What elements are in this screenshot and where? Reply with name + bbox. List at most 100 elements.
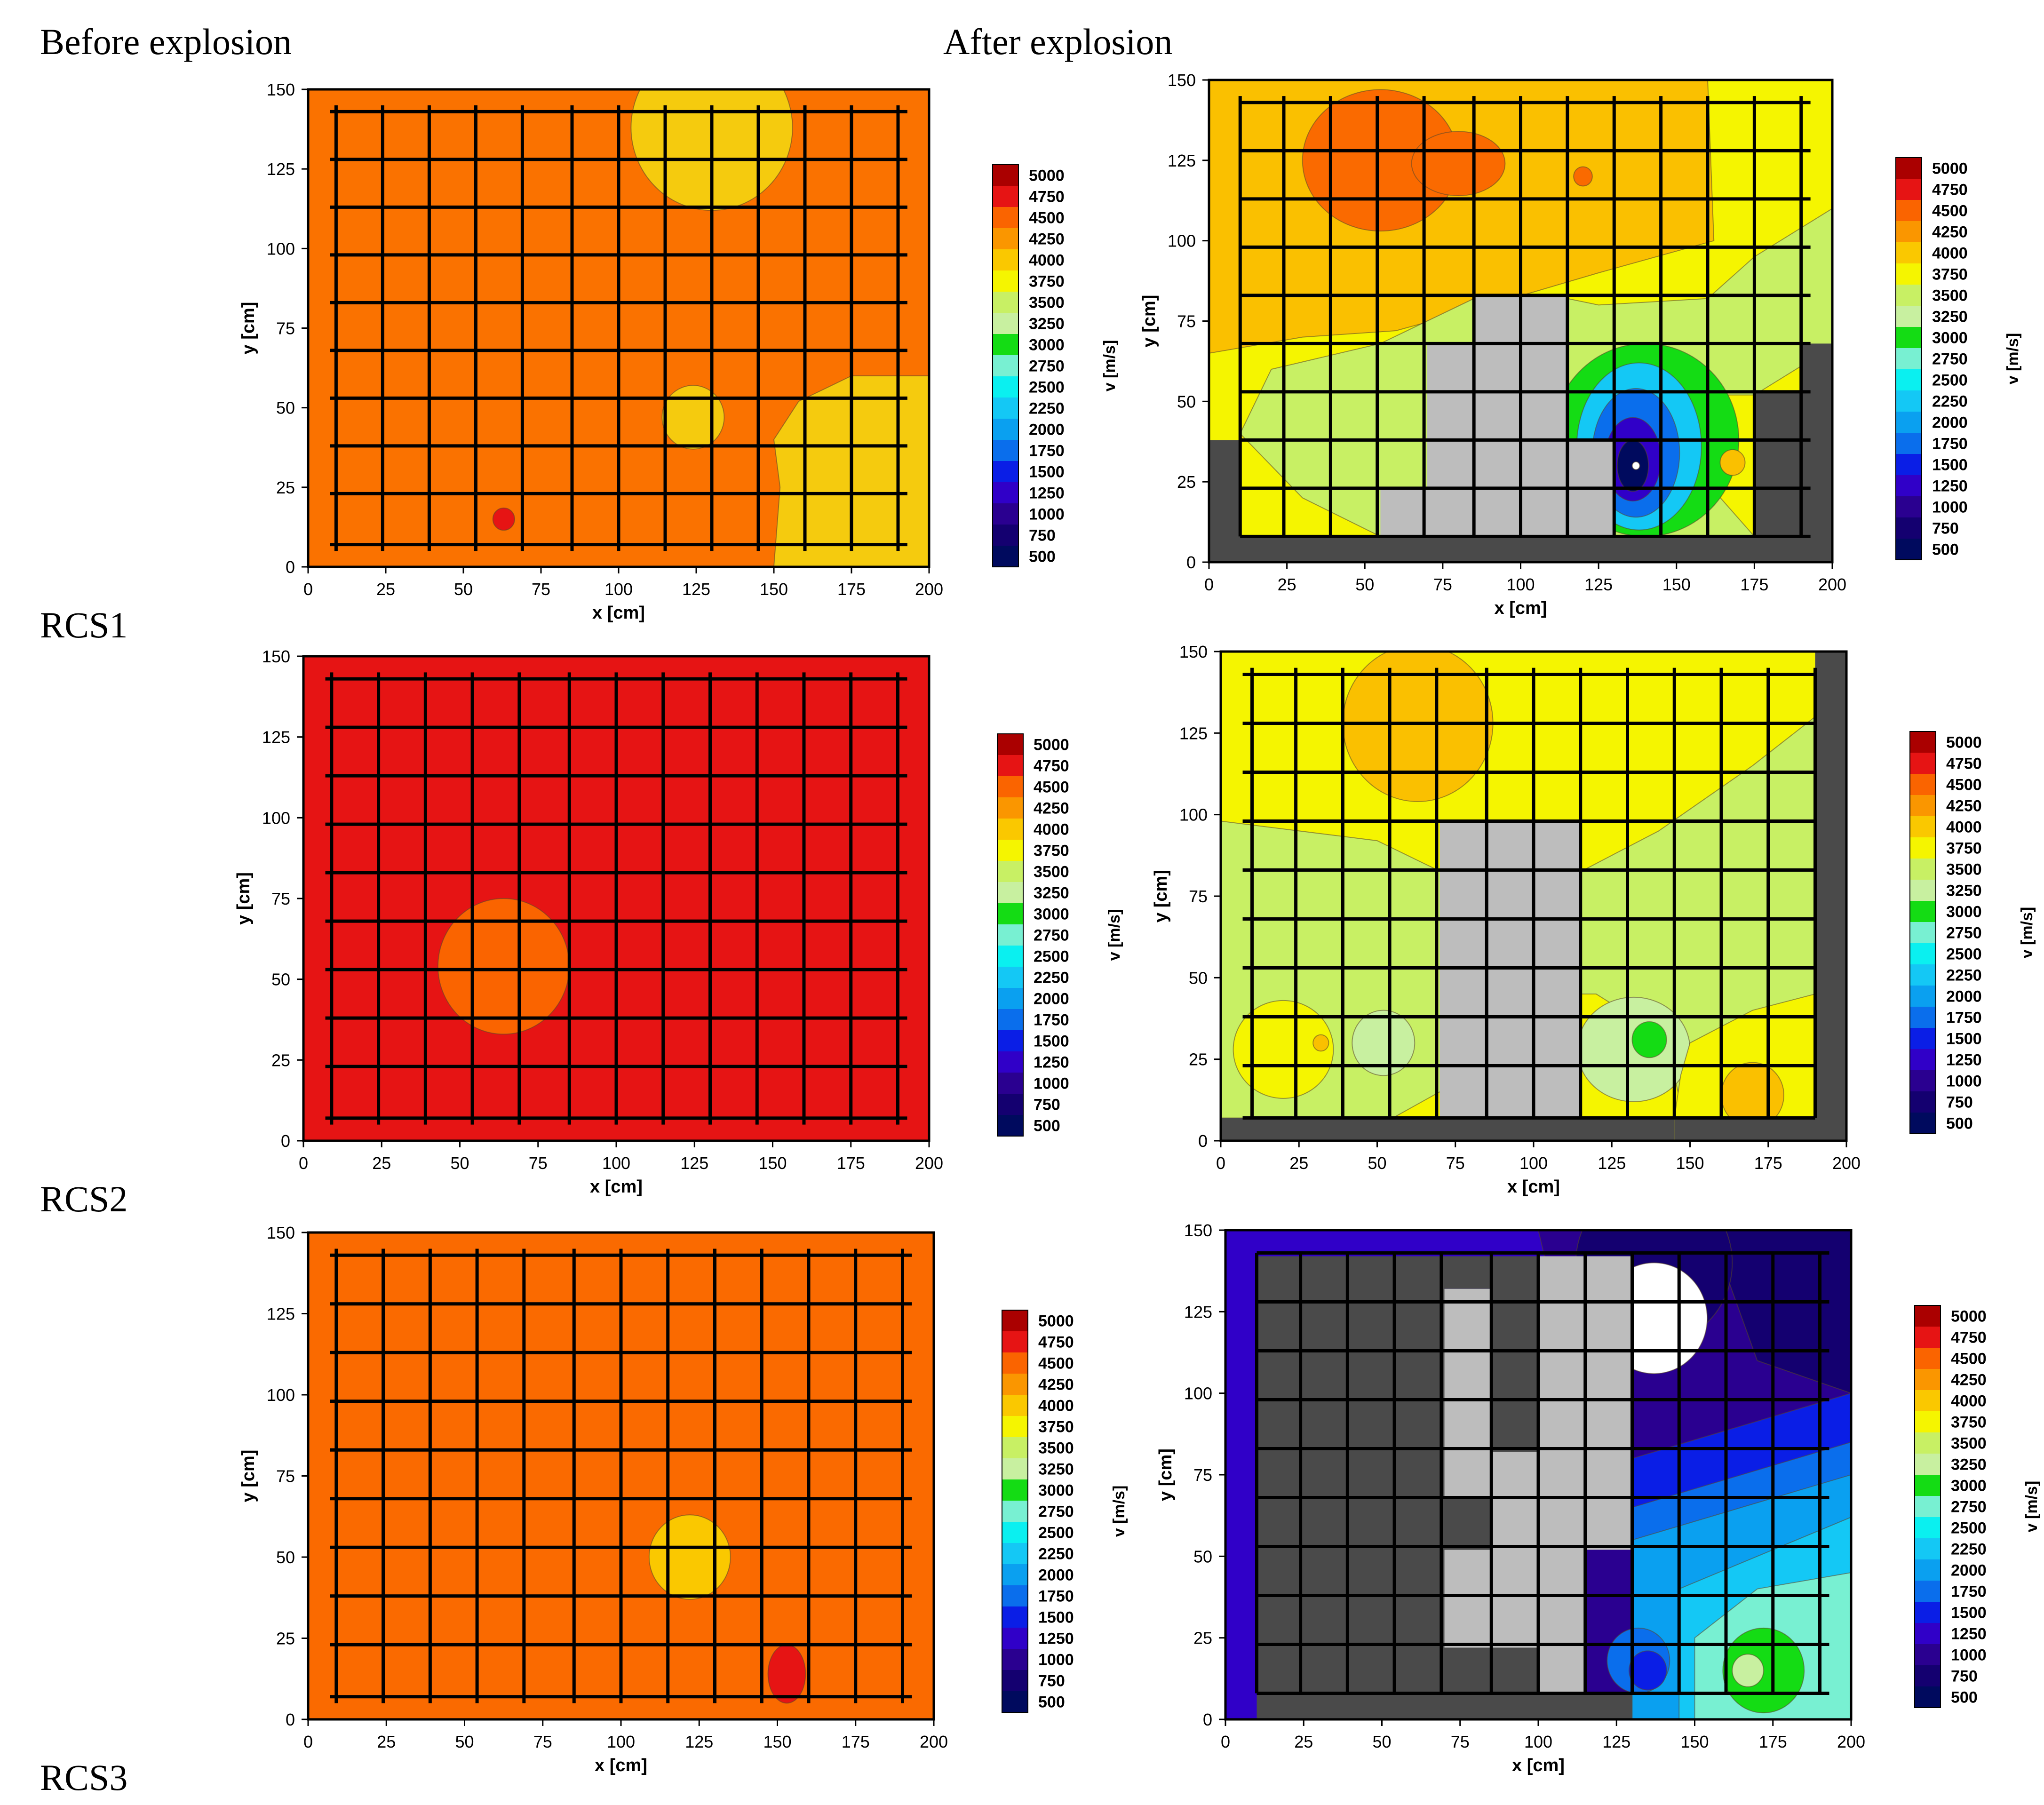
colorbar-swatch [993, 334, 1018, 355]
colorbar-swatch [1002, 1416, 1028, 1437]
colorbar-swatch [1896, 454, 1922, 475]
colorbar-swatch [1896, 348, 1922, 369]
colorbar-swatch [1915, 1517, 1941, 1538]
colorbar-swatch [997, 946, 1023, 967]
colorbar-swatch [1002, 1352, 1028, 1374]
x-tick-label: 200 [1837, 1732, 1865, 1751]
colorbar-swatch [993, 376, 1018, 398]
colorbar-level-label: 1000 [1034, 1075, 1069, 1093]
colorbar-swatch [1002, 1585, 1028, 1606]
colorbar-swatch [1910, 964, 1936, 986]
x-tick-label: 0 [303, 580, 313, 599]
chart-panel-6: 0 25 50 75 100 125 150 175 2000255075100125150x … [1156, 1221, 2041, 1775]
x-tick-label: 150 [1662, 575, 1691, 594]
colorbar-level-label: 3500 [1029, 294, 1065, 312]
colorbar-level-label: 750 [1946, 1094, 1973, 1112]
colorbar-level-label: 3250 [1038, 1461, 1074, 1479]
colorbar-level-label: 500 [1029, 548, 1056, 566]
colorbar-level-label: 4750 [1951, 1329, 1987, 1347]
plot-area [303, 656, 929, 1141]
colorbar-swatch [1002, 1458, 1028, 1479]
colorbar-level-label: 750 [1932, 520, 1959, 538]
colorbar-level-label: 2500 [1029, 379, 1065, 397]
colorbar-level-label: 1000 [1951, 1646, 1987, 1664]
colorbar-level-label: 750 [1038, 1672, 1065, 1690]
x-tick-label: 75 [533, 1732, 552, 1751]
colorbar: 500 750 1000 1250 1500 1750 2000 2250 2500 2750 30… [1895, 157, 2022, 560]
colorbar-level-label: 1500 [1951, 1604, 1987, 1622]
colorbar-level-label: 4500 [1932, 202, 1968, 220]
colorbar-level-label: 2250 [1029, 400, 1065, 418]
colorbar-level-label: 4250 [1932, 223, 1968, 241]
colorbar-frame [997, 733, 1024, 1137]
y-tick-label: 0 [1186, 553, 1196, 572]
colorbar-level-label: 5000 [1034, 736, 1069, 754]
colorbar-swatch [1910, 880, 1936, 901]
colorbar-swatch [997, 819, 1023, 840]
colorbar-level-label: 2750 [1034, 927, 1069, 945]
colorbar-level-label: 1750 [1038, 1588, 1074, 1606]
colorbar-level-label: 5000 [1932, 160, 1968, 178]
colorbar-level-label: 4250 [1029, 231, 1065, 248]
colorbar-swatch [993, 228, 1018, 249]
colorbar-level-label: 2000 [1038, 1566, 1074, 1584]
colorbar-swatch [1910, 943, 1936, 964]
contour-region [1352, 1010, 1416, 1076]
y-tick-label: 75 [1189, 887, 1208, 906]
x-tick-label: 200 [915, 1153, 943, 1173]
colorbar-swatch [1002, 1437, 1028, 1458]
colorbar-level-label: 3750 [1038, 1418, 1074, 1436]
colorbar-swatch [1915, 1538, 1941, 1559]
colorbar-level-label: 1250 [1034, 1054, 1069, 1072]
colorbar-level-label: 1500 [1038, 1609, 1074, 1627]
x-tick-label: 100 [1519, 1153, 1548, 1173]
colorbar-level-label: 500 [1038, 1694, 1065, 1711]
contour-region [1719, 449, 1746, 476]
colorbar-swatch [1915, 1686, 1941, 1708]
colorbar: 500 750 1000 1250 1500 1750 2000 2250 2500 2750 30… [1914, 1305, 2041, 1708]
x-tick-label: 25 [1294, 1732, 1313, 1751]
contour-region [648, 1514, 731, 1600]
colorbar-level-label: 3750 [1946, 840, 1982, 858]
x-tick-label: 75 [532, 580, 550, 599]
y-tick-label: 0 [286, 557, 295, 577]
y-tick-label: 50 [1177, 392, 1196, 411]
colorbar-swatch [1896, 539, 1922, 560]
colorbar-level-label: 750 [1029, 527, 1056, 545]
colorbar-level-label: 1500 [1946, 1030, 1982, 1048]
colorbar-level-label: 4500 [1038, 1355, 1074, 1373]
y-tick-label: 150 [262, 647, 290, 666]
y-tick-label: 0 [281, 1131, 290, 1151]
void-region [1491, 1256, 1538, 1452]
colorbar-swatch [1915, 1496, 1941, 1517]
y-tick-label: 50 [1189, 968, 1208, 987]
colorbar-swatch [1915, 1454, 1941, 1475]
colorbar-swatch [1896, 221, 1922, 242]
colorbar-swatch [1896, 179, 1922, 200]
colorbar-swatch [1910, 1007, 1936, 1028]
x-tick-label: 75 [1433, 575, 1452, 594]
y-tick-label: 150 [267, 1223, 295, 1242]
colorbar-level-label: 1750 [1932, 435, 1968, 453]
colorbar-swatch [1002, 1564, 1028, 1585]
x-tick-label: 150 [1680, 1732, 1709, 1751]
colorbar-swatch [1910, 901, 1936, 922]
x-tick-label: 200 [1818, 575, 1846, 594]
x-tick-label: 75 [1451, 1732, 1470, 1751]
y-tick-label: 125 [267, 159, 295, 179]
colorbar-level-label: 3750 [1932, 266, 1968, 284]
y-tick-label: 100 [262, 808, 290, 827]
colorbar-frame [1914, 1305, 1941, 1708]
colorbar-title: v [m/s] [2018, 907, 2036, 959]
colorbar-swatch [993, 249, 1018, 270]
colorbar-level-label: 1750 [1034, 1011, 1069, 1029]
x-tick-label: 125 [682, 580, 710, 599]
colorbar-level-label: 3750 [1951, 1414, 1987, 1431]
contour-region [767, 1644, 806, 1704]
colorbar-swatch [1002, 1331, 1028, 1352]
colorbar-swatch [1915, 1390, 1941, 1411]
colorbar-level-label: 4750 [1038, 1334, 1074, 1352]
colorbar: 500 750 1000 1250 1500 1750 2000 2250 2500 2750 30… [1909, 731, 2036, 1134]
x-axis-label: x [cm] [592, 603, 645, 623]
y-tick-label: 25 [1193, 1629, 1212, 1648]
